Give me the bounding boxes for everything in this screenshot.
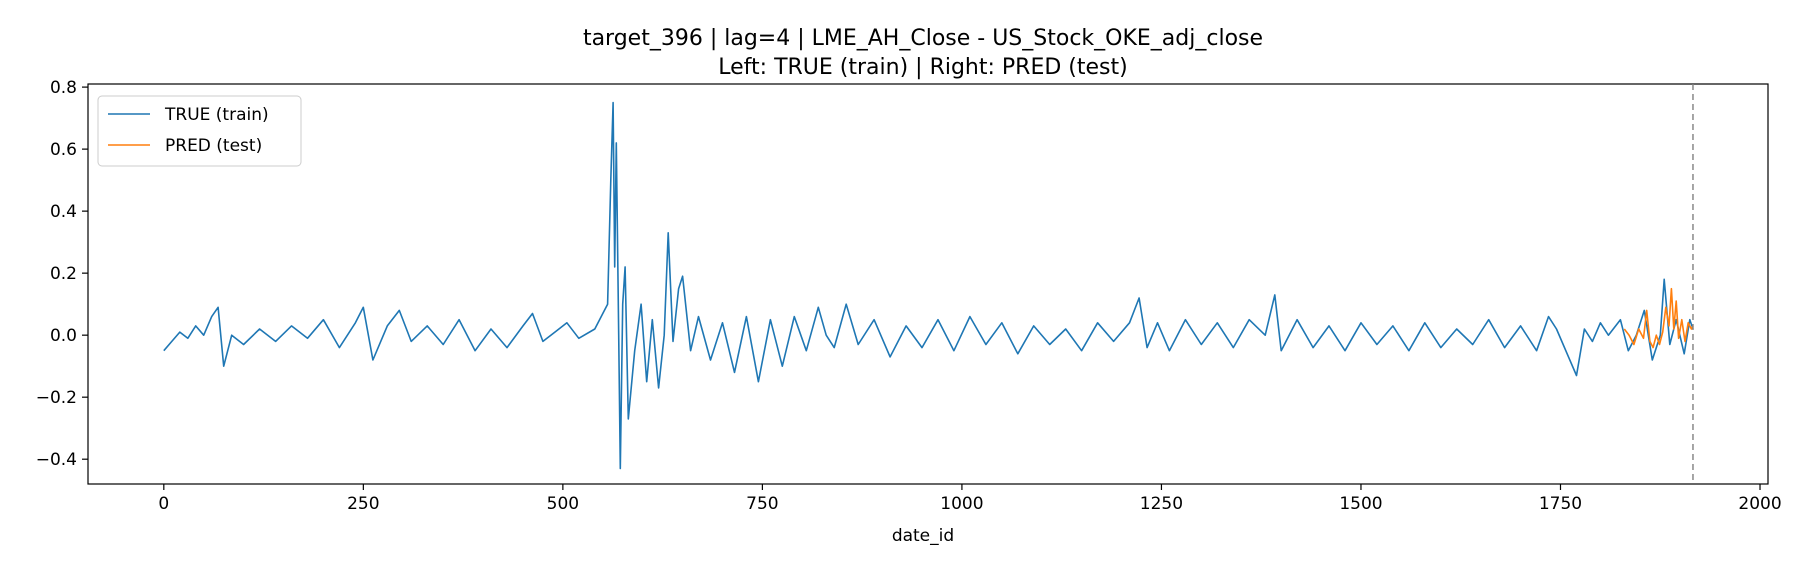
- x-tick-label: 0: [158, 494, 169, 514]
- x-tick-label: 250: [347, 494, 379, 514]
- legend-label-pred-test: PRED (test): [165, 136, 262, 156]
- x-tick-label: 1750: [1539, 494, 1582, 514]
- chart-subtitle: Left: TRUE (train) | Right: PRED (test): [718, 55, 1127, 80]
- x-tick-label: 500: [547, 494, 579, 514]
- y-tick-label: 0.0: [50, 326, 77, 346]
- y-tick-label: −0.4: [36, 450, 77, 470]
- x-tick-label: 1000: [940, 494, 983, 514]
- series-lines: [163, 84, 1694, 484]
- x-tick-label: 1250: [1140, 494, 1183, 514]
- y-tick-label: 0.6: [50, 140, 77, 160]
- y-tick-label: 0.4: [50, 202, 77, 222]
- plot-area-frame: [87, 83, 1769, 485]
- y-tick-label: 0.8: [50, 78, 77, 98]
- series-line-true-train: [163, 101, 1694, 470]
- x-tick-label: 2000: [1738, 494, 1781, 514]
- x-axis-label: date_id: [892, 526, 954, 546]
- y-axis: −0.4 −0.2 0.0 0.2 0.4 0.6 0.8: [36, 78, 88, 470]
- y-tick-label: −0.2: [36, 388, 77, 408]
- x-tick-label: 750: [746, 494, 778, 514]
- x-axis: 0 250 500 750 1000 1250 1500 1750 2000: [158, 484, 1782, 514]
- legend-label-true-train: TRUE (train): [164, 105, 269, 125]
- chart-title: target_396 | lag=4 | LME_AH_Close - US_S…: [583, 26, 1263, 51]
- x-tick-label: 1500: [1339, 494, 1382, 514]
- legend: TRUE (train) PRED (test): [97, 95, 302, 167]
- y-tick-label: 0.2: [50, 264, 77, 284]
- series-line-pred-test: [1623, 287, 1694, 349]
